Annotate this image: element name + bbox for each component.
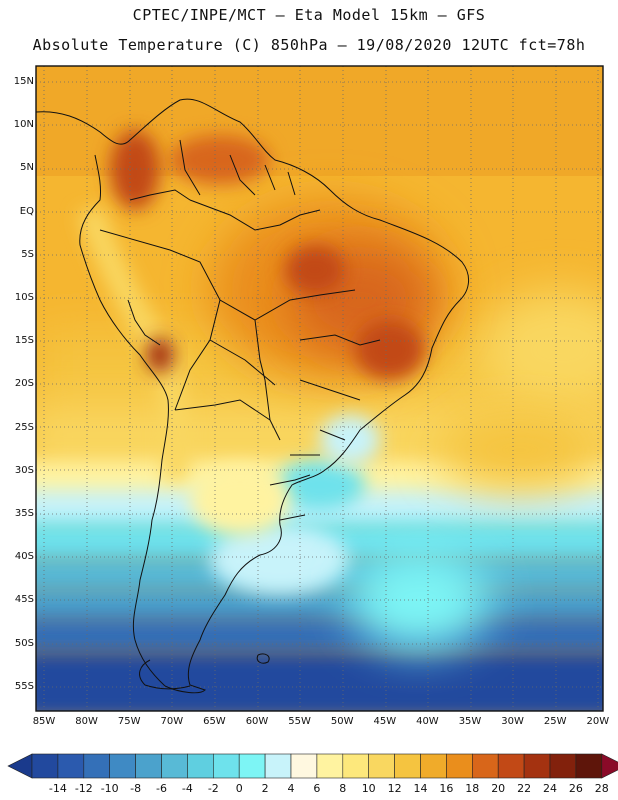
colorbar-swatch xyxy=(187,753,214,779)
lon-label: 30W xyxy=(501,716,524,727)
colorbar xyxy=(7,753,618,779)
lat-label: 30S xyxy=(14,464,34,476)
colorbar-swatch xyxy=(83,753,111,779)
lat-label: 5N xyxy=(20,162,34,174)
colorbar-tick-label: 16 xyxy=(439,782,454,795)
colorbar-swatch xyxy=(109,753,136,779)
lon-label: 80W xyxy=(75,716,98,727)
colorbar-swatch xyxy=(316,753,344,779)
lon-label: 70W xyxy=(160,716,184,727)
colorbar-tick-label: 8 xyxy=(339,782,347,795)
colorbar-swatch xyxy=(420,753,447,779)
colorbar-tick-label: 0 xyxy=(235,782,243,795)
colorbar-tick-label: 14 xyxy=(413,782,428,795)
lon-label: 85W xyxy=(32,716,56,727)
lat-label: 25S xyxy=(14,421,34,433)
chart-title-line1: CPTEC/INPE/MCT – Eta Model 15km – GFS xyxy=(132,6,486,24)
coastlines xyxy=(36,98,469,694)
colorbar-swatch xyxy=(549,753,577,779)
colorbar-tick-label: -6 xyxy=(156,782,167,795)
colorbar-swatch xyxy=(31,753,59,779)
lon-label: 35W xyxy=(458,716,482,727)
colorbar-swatch xyxy=(446,753,473,779)
colorbar-tick-label: 4 xyxy=(287,782,295,795)
colorbar-swatch xyxy=(135,753,162,779)
colorbar-tick-label: 12 xyxy=(387,782,402,795)
colorbar-tick-label: -2 xyxy=(207,782,219,795)
colorbar-swatch xyxy=(57,753,85,779)
colorbar-tick-label: 18 xyxy=(465,782,480,795)
colorbar-tick-label: 22 xyxy=(517,782,532,795)
temperature-field xyxy=(36,66,603,711)
lon-label: 60W xyxy=(245,716,269,727)
colorbar-arrow-high xyxy=(601,753,618,779)
lon-label: 55W xyxy=(288,716,311,727)
lon-label: 45W xyxy=(373,716,397,727)
map-frame xyxy=(35,65,604,712)
lat-label: 50S xyxy=(14,637,34,649)
colorbar-swatch xyxy=(238,753,266,779)
colorbar-tick-label: 26 xyxy=(568,782,583,795)
lat-label: 5S xyxy=(21,248,34,260)
colorbar-tick-label: 28 xyxy=(594,782,609,795)
colorbar-tick-label: 20 xyxy=(491,782,506,795)
lat-label: 35S xyxy=(14,508,34,519)
lon-label: 50W xyxy=(330,716,354,727)
colorbar-tick-label: -4 xyxy=(181,782,193,795)
lat-label: 20S xyxy=(14,378,34,390)
lon-label: 65W xyxy=(203,716,226,727)
grid-lines xyxy=(36,66,603,711)
colorbar-swatch xyxy=(161,753,188,779)
lat-label: 15S xyxy=(14,335,34,347)
colorbar-swatch xyxy=(394,753,421,779)
lat-label: 10S xyxy=(14,292,34,303)
colorbar-swatch xyxy=(290,753,318,779)
colorbar-tick-label: -10 xyxy=(100,782,119,795)
lon-label: 25W xyxy=(543,716,567,727)
lat-label: 15N xyxy=(13,76,34,87)
colorbar-tick-label: 24 xyxy=(543,782,557,795)
lat-label: 10N xyxy=(13,119,34,131)
colorbar-tick-label: -12 xyxy=(74,782,93,795)
lat-label: EQ xyxy=(19,205,34,217)
lat-label: 55S xyxy=(14,680,34,692)
lon-label: 75W xyxy=(117,716,141,727)
colorbar-tick-label: 6 xyxy=(313,782,321,795)
colorbar-swatch xyxy=(213,753,240,779)
colorbar-swatch xyxy=(497,753,525,779)
colorbar-arrow-low xyxy=(7,753,33,779)
colorbar-tick-label: 10 xyxy=(361,782,376,795)
colorbar-tick-label: 2 xyxy=(261,782,269,795)
colorbar-swatch xyxy=(575,753,603,779)
colorbar-swatch xyxy=(264,753,292,779)
colorbar-swatch xyxy=(368,753,395,779)
lat-label: 40S xyxy=(14,551,34,563)
chart-title-line2: Absolute Temperature (C) 850hPa – 19/08/… xyxy=(32,36,586,54)
colorbar-tick-label: -14 xyxy=(48,782,67,795)
colorbar-swatch xyxy=(471,753,499,779)
lat-label: 45S xyxy=(14,594,34,606)
lon-label: 20W xyxy=(586,716,610,727)
colorbar-tick-label: -8 xyxy=(130,782,142,795)
colorbar-swatch xyxy=(342,753,369,779)
lon-label: 40W xyxy=(416,716,439,727)
colorbar-swatch xyxy=(523,753,551,779)
